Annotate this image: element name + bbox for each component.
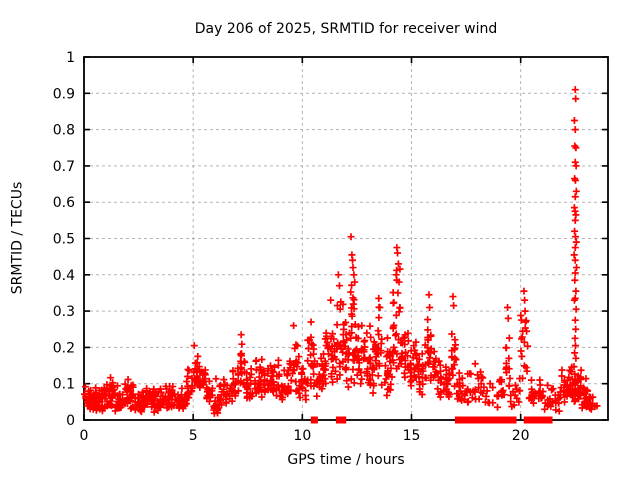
y-tick-label: 0.5 [53,232,75,248]
y-tick-label: 0 [66,413,75,429]
x-tick-label: 15 [403,428,421,444]
y-tick-label: 0.8 [53,123,75,139]
x-tick-label: 5 [189,428,198,444]
x-tick-label: 10 [293,428,311,444]
y-tick-label: 0.6 [53,195,75,211]
y-tick-label: 0.2 [53,340,75,356]
data-points [81,86,601,417]
x-axis-label: GPS time / hours [287,452,405,468]
y-tick-label: 0.4 [53,268,75,284]
x-tick-label: 20 [512,428,530,444]
y-tick-label: 1 [66,50,75,66]
tick-marks [83,56,608,421]
y-tick-label: 0.3 [53,304,75,320]
y-tick-label: 0.9 [53,86,75,102]
zero-value-markers [310,416,553,424]
chart-title: Day 206 of 2025, SRMTID for receiver win… [194,21,498,37]
y-axis-label: SRMTID / TECUs [9,181,26,295]
y-tick-label: 0.7 [53,159,75,175]
x-tick-label: 0 [80,428,89,444]
grid-lines [84,57,608,420]
y-tick-label: 0.1 [53,377,75,393]
